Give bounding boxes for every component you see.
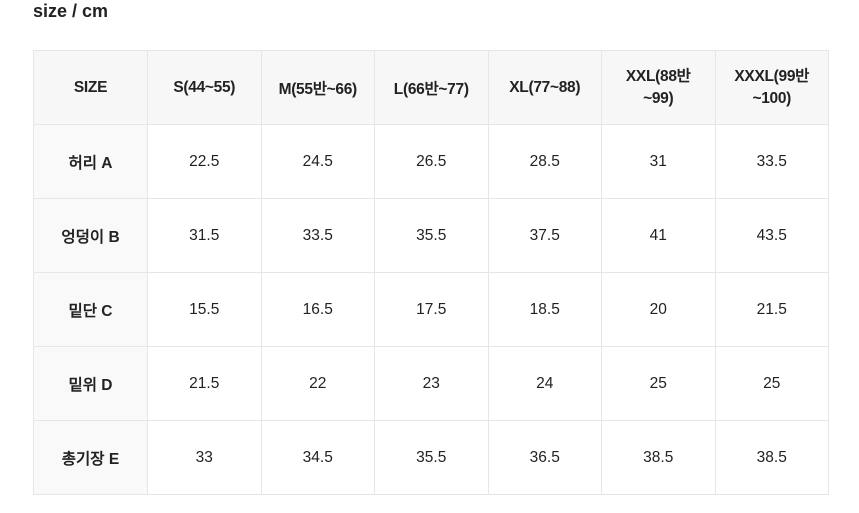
header-cell: S(44~55) xyxy=(147,50,262,125)
size-value: 38.5 xyxy=(714,420,829,495)
size-value: 21.5 xyxy=(147,346,262,421)
size-value: 35.5 xyxy=(374,198,489,273)
title: size / cm xyxy=(33,1,109,21)
row-label: 밑위 D xyxy=(33,346,148,421)
size-value: 24.5 xyxy=(260,124,375,199)
header-text: XL(77~88) xyxy=(509,78,581,96)
row-label: 총기장 E xyxy=(33,420,148,495)
header-cell: XXXL(99반~100) xyxy=(714,50,829,125)
size-value: 34.5 xyxy=(260,420,375,495)
size-value: 35.5 xyxy=(374,420,489,495)
size-value: 24 xyxy=(487,346,602,421)
size-value: 16.5 xyxy=(260,272,375,347)
size-value: 21.5 xyxy=(714,272,829,347)
header-text: SIZE xyxy=(73,78,108,96)
size-value: 25 xyxy=(714,346,829,421)
size-value: 20 xyxy=(601,272,716,347)
size-value: 15.5 xyxy=(147,272,262,347)
header-row: SIZE S(44~55) M(55반~66) L(66반~77) XL(77~88) X… xyxy=(33,50,829,125)
table-row: 밑위 D 21.5 22 23 24 25 25 xyxy=(33,346,829,421)
header-text: XXXL(99반~100) xyxy=(734,67,810,107)
size-value: 33 xyxy=(147,420,262,495)
size-value: 37.5 xyxy=(487,198,602,273)
header-text: S(44~55) xyxy=(173,78,236,96)
size-value: 33.5 xyxy=(714,124,829,199)
size-value: 18.5 xyxy=(487,272,602,347)
size-value: 31 xyxy=(601,124,716,199)
size-value: 17.5 xyxy=(374,272,489,347)
row-label: 밑단 C xyxy=(33,272,148,347)
table-row: 총기장 E 33 34.5 35.5 36.5 38.5 38.5 xyxy=(33,420,829,495)
size-value: 31.5 xyxy=(147,198,262,273)
table-row: 엉덩이 B 31.5 33.5 35.5 37.5 41 43.5 xyxy=(33,198,829,273)
header-cell: SIZE xyxy=(33,50,148,125)
header-cell: XXL(88반~99) xyxy=(601,50,716,125)
size-value: 22.5 xyxy=(147,124,262,199)
size-table: SIZE S(44~55) M(55반~66) L(66반~77) XL(77~88) X… xyxy=(33,50,829,495)
size-value: 36.5 xyxy=(487,420,602,495)
header-cell: L(66반~77) xyxy=(374,50,489,125)
size-value: 25 xyxy=(601,346,716,421)
size-value: 33.5 xyxy=(260,198,375,273)
table-row: 밑단 C 15.5 16.5 17.5 18.5 20 21.5 xyxy=(33,272,829,347)
header-text: XXL(88반~99) xyxy=(625,67,691,107)
header-cell: M(55반~66) xyxy=(260,50,375,125)
row-label: 허리 A xyxy=(33,124,148,199)
table-row: 허리 A 22.5 24.5 26.5 28.5 31 33.5 xyxy=(33,124,829,199)
table-body: 허리 A 22.5 24.5 26.5 28.5 31 33.5 엉덩이 B 31.5 33.5 3… xyxy=(33,124,829,495)
header-text: L(66반~77) xyxy=(393,80,469,98)
size-value: 43.5 xyxy=(714,198,829,273)
size-value: 22 xyxy=(260,346,375,421)
header-text: M(55반~66) xyxy=(278,80,358,98)
size-value: 26.5 xyxy=(374,124,489,199)
size-value: 41 xyxy=(601,198,716,273)
size-value: 38.5 xyxy=(601,420,716,495)
size-value: 23 xyxy=(374,346,489,421)
header-cell: XL(77~88) xyxy=(487,50,602,125)
row-label: 엉덩이 B xyxy=(33,198,148,273)
size-value: 28.5 xyxy=(487,124,602,199)
